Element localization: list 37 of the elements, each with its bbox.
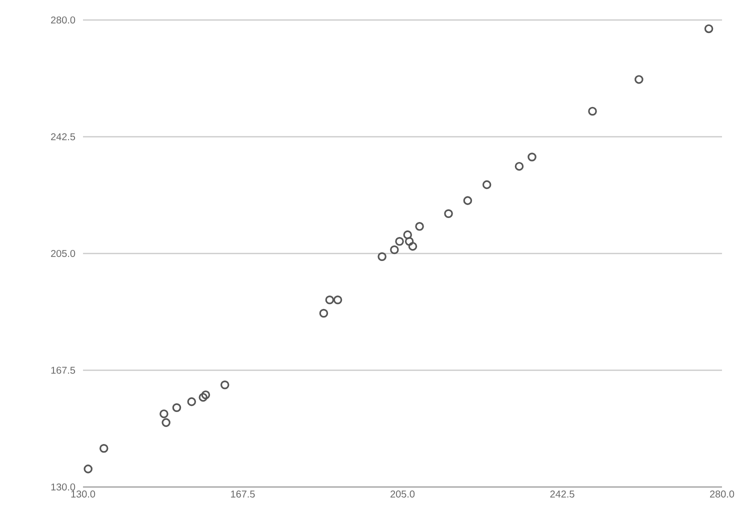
point [84, 464, 92, 474]
point [404, 236, 414, 246]
point [444, 209, 453, 218]
point [99, 444, 108, 453]
x-tick-label: 130.0 [71, 490, 96, 498]
point [704, 24, 714, 34]
point [395, 236, 404, 246]
y-tick-label: 167.5 [51, 366, 76, 374]
x-tick-label: 242.5 [550, 490, 574, 498]
point [325, 296, 334, 304]
point [319, 308, 328, 318]
point [588, 106, 597, 116]
point [482, 180, 492, 190]
point [415, 222, 424, 231]
point [463, 196, 472, 205]
point [187, 397, 196, 406]
point [220, 380, 230, 390]
point [172, 403, 182, 412]
point [403, 230, 412, 240]
y-tick-label: 205.0 [51, 250, 76, 258]
y-tick-label: 242.5 [51, 133, 76, 140]
y-tick-label: 280.0 [51, 16, 76, 24]
point [198, 392, 208, 402]
x-tick-label: 167.5 [231, 490, 255, 498]
x-tick-label: 205.0 [390, 490, 415, 498]
point [408, 242, 418, 251]
point [333, 296, 342, 304]
point [201, 390, 210, 400]
point [378, 252, 386, 261]
point [160, 409, 168, 418]
point [634, 75, 644, 84]
point [162, 418, 170, 427]
x-tick-label: 280.0 [710, 490, 734, 498]
y-tick-label: 130.0 [51, 483, 76, 491]
point [528, 152, 536, 162]
point [514, 162, 524, 171]
point [390, 245, 399, 254]
